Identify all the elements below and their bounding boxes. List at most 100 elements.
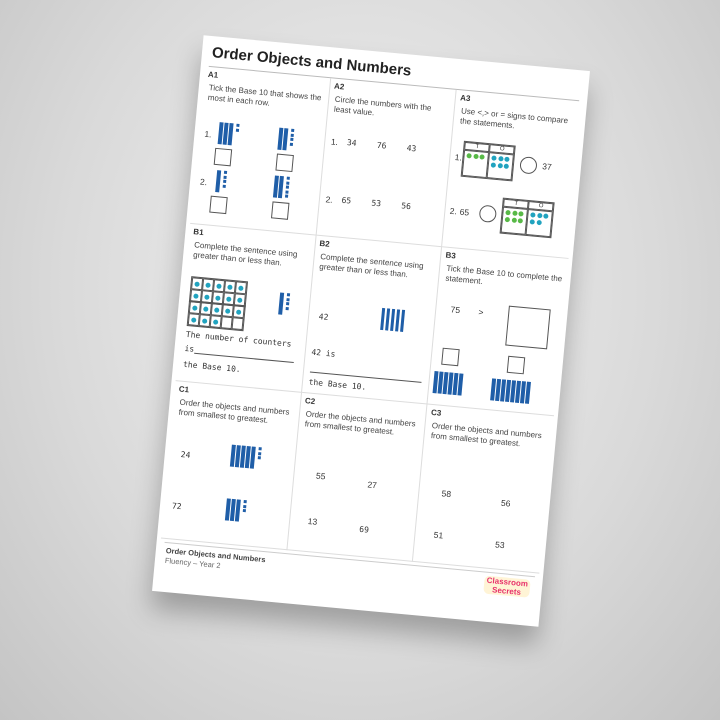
label: A1 bbox=[207, 69, 219, 80]
decoration bbox=[236, 123, 240, 127]
decoration bbox=[191, 316, 197, 323]
sentence: 42 is bbox=[311, 347, 336, 359]
decoration bbox=[231, 317, 244, 331]
sentence: The number of counters bbox=[185, 329, 292, 349]
decoration bbox=[536, 212, 543, 219]
decoration bbox=[225, 307, 231, 314]
decoration bbox=[243, 499, 247, 504]
number: 75 bbox=[450, 304, 461, 316]
number[interactable]: 53 bbox=[371, 198, 382, 209]
tick-box[interactable] bbox=[507, 355, 526, 375]
question: C3 Order the objects and numbers from sm… bbox=[413, 404, 554, 574]
decoration bbox=[223, 170, 228, 175]
decoration bbox=[285, 185, 290, 189]
tens bbox=[500, 206, 529, 235]
question: A2 Circle the numbers with the least val… bbox=[316, 78, 457, 248]
base10 bbox=[277, 127, 295, 151]
decoration bbox=[243, 504, 247, 508]
number: 37 bbox=[541, 161, 553, 172]
decoration bbox=[512, 210, 518, 217]
label: A2 bbox=[333, 81, 345, 92]
number[interactable]: 65 bbox=[341, 195, 352, 206]
number[interactable]: 34 bbox=[346, 137, 357, 148]
base10 bbox=[379, 307, 407, 332]
answer-circle[interactable] bbox=[519, 156, 539, 175]
number[interactable]: 76 bbox=[376, 140, 387, 151]
decoration bbox=[457, 373, 464, 396]
question: C1 Order the objects and numbers from sm… bbox=[160, 381, 302, 551]
base10 bbox=[215, 170, 228, 193]
decoration bbox=[235, 128, 240, 132]
number: 58 bbox=[441, 488, 452, 500]
instruction: Use <,> or = signs to compare the statem… bbox=[459, 106, 569, 130]
question: A1 Tick the Base 10 that shows the most … bbox=[190, 66, 331, 236]
item: 1. bbox=[204, 128, 213, 140]
tick-box[interactable] bbox=[213, 147, 233, 167]
decoration bbox=[505, 216, 511, 222]
decoration bbox=[235, 123, 240, 133]
label: C2 bbox=[304, 396, 316, 407]
label: B2 bbox=[319, 238, 331, 249]
decoration bbox=[216, 283, 222, 289]
base10 bbox=[224, 498, 247, 522]
decoration bbox=[249, 446, 256, 469]
decoration bbox=[192, 304, 198, 311]
decoration bbox=[286, 297, 290, 301]
decoration bbox=[479, 154, 486, 160]
decoration bbox=[257, 447, 262, 461]
number: 27 bbox=[367, 479, 378, 491]
item: 2. bbox=[325, 194, 334, 205]
decoration bbox=[193, 292, 199, 299]
tick-box[interactable] bbox=[270, 201, 290, 220]
tick-box[interactable] bbox=[275, 153, 294, 173]
number: 65 bbox=[459, 206, 470, 218]
decoration bbox=[284, 176, 290, 200]
base10 bbox=[272, 175, 290, 200]
decoration bbox=[234, 499, 241, 522]
label: A3 bbox=[459, 93, 471, 104]
sentence: the Base 10. bbox=[308, 377, 367, 392]
question: A3 Use <,> or = signs to compare the sta… bbox=[442, 89, 584, 259]
item: 2. bbox=[449, 205, 458, 217]
number[interactable]: 56 bbox=[400, 201, 412, 212]
decoration bbox=[202, 317, 208, 324]
decoration bbox=[543, 213, 549, 219]
decoration bbox=[503, 163, 510, 169]
number[interactable]: 43 bbox=[406, 143, 417, 154]
decoration bbox=[286, 181, 290, 185]
number: 69 bbox=[358, 524, 370, 535]
tick-box[interactable] bbox=[209, 195, 228, 215]
worksheet: Order Objects and Numbers A1 Tick the Ba… bbox=[152, 35, 590, 627]
decoration bbox=[289, 128, 295, 147]
instruction: Complete the sentence using greater than… bbox=[192, 240, 298, 267]
decoration bbox=[282, 128, 288, 151]
decoration bbox=[222, 170, 228, 189]
answer-circle[interactable] bbox=[478, 204, 498, 224]
number: 55 bbox=[315, 470, 326, 482]
instruction: Tick the Base 10 to complete the stateme… bbox=[445, 263, 563, 286]
instruction: Order the objects and numbers from small… bbox=[178, 397, 290, 425]
answer-box bbox=[505, 305, 552, 350]
base10 bbox=[229, 444, 262, 470]
decoration bbox=[285, 293, 291, 311]
number: 13 bbox=[307, 515, 318, 527]
decoration bbox=[205, 282, 211, 288]
decoration bbox=[215, 294, 221, 301]
ones bbox=[525, 209, 554, 238]
decoration bbox=[242, 499, 247, 514]
ones bbox=[486, 152, 515, 181]
decoration bbox=[238, 285, 244, 291]
question: C2 Order the objects and numbers from sm… bbox=[287, 392, 428, 562]
tick-box[interactable] bbox=[441, 347, 461, 367]
decoration bbox=[277, 175, 284, 199]
decoration bbox=[285, 190, 289, 194]
decoration bbox=[498, 156, 504, 162]
decoration bbox=[491, 155, 498, 161]
question: B1 Complete the sentence using greater t… bbox=[175, 223, 317, 393]
decoration bbox=[223, 179, 227, 183]
number: 56 bbox=[500, 497, 511, 509]
instruction: Complete the sentence using greater than… bbox=[319, 252, 424, 279]
decoration bbox=[505, 209, 512, 216]
